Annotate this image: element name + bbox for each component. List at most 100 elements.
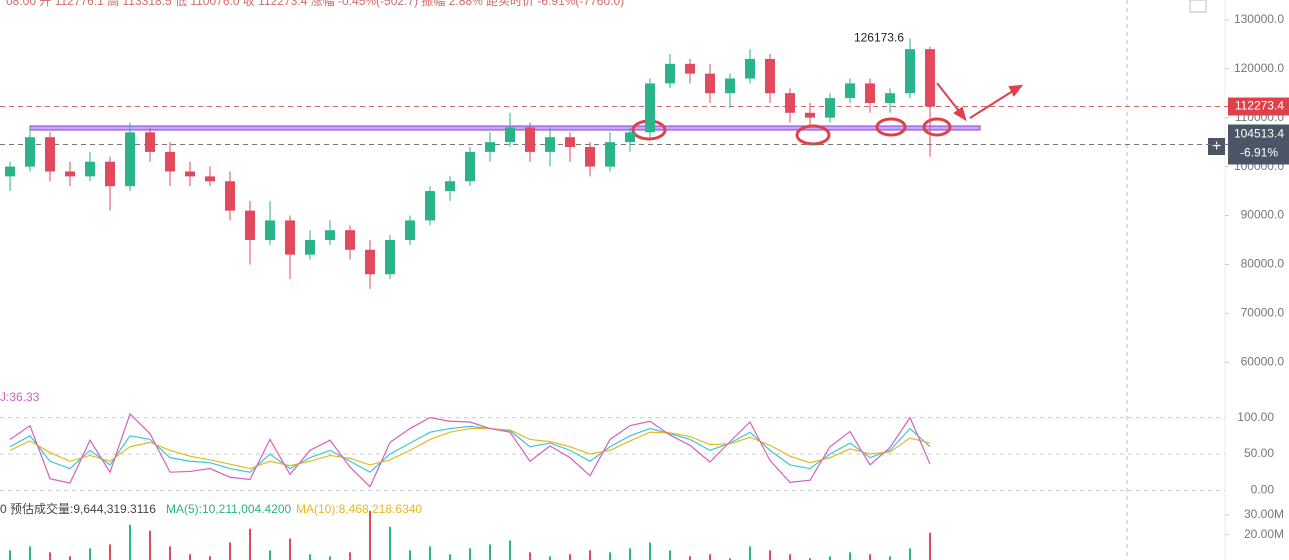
candle-body [805, 112, 815, 118]
volume-bar [329, 556, 331, 560]
volume-bar [249, 528, 251, 560]
volume-bar [469, 548, 471, 560]
volume-bar [769, 550, 771, 560]
candle-body [85, 161, 95, 177]
candle-body [865, 83, 875, 103]
candle-body [665, 63, 675, 84]
candle-body [445, 181, 455, 192]
kdj-line [9, 412, 931, 488]
volume-tick-label: 20.00M [1244, 527, 1284, 541]
candle-body [725, 78, 735, 94]
volume-bar [349, 552, 351, 560]
volume-bar [409, 550, 411, 560]
volume-bar [209, 556, 211, 560]
candle-body [545, 137, 555, 152]
volume-bar [449, 554, 451, 560]
volume-bar [789, 554, 791, 560]
volume-bar [289, 538, 291, 560]
volume-label: 0 预估成交量:9,644,319.3116 [0, 501, 156, 516]
candle-body [205, 176, 215, 182]
volume-bar [149, 530, 151, 560]
candle-body [625, 132, 635, 143]
volume-bar [909, 548, 911, 560]
ma5-label: MA(5):10,211,004.4200 [166, 502, 292, 516]
candle-body [685, 63, 695, 74]
volume-bar [809, 558, 811, 560]
candle-body [225, 181, 235, 211]
high-label: 126173.6 [854, 31, 904, 45]
y-tick-label: 120000.0 [1234, 61, 1284, 75]
ohlc-info: 08:00 开 112776.1 高 113318.5 低 110076.0 收… [6, 0, 624, 8]
volume-bar [29, 546, 31, 560]
kdj-line [9, 425, 931, 473]
volume-bar [189, 554, 191, 560]
candle-body [45, 137, 55, 172]
candle-body [525, 127, 535, 152]
candle-body [125, 132, 135, 187]
candle-body [165, 151, 175, 172]
annotations [631, 117, 952, 146]
y-tick-label: 70000.0 [1241, 306, 1285, 320]
volume-bar [609, 552, 611, 560]
volume-tick-label: 30.00M [1244, 507, 1284, 521]
ref-price-label: 104513.4 [1234, 127, 1284, 141]
volume-bar [689, 556, 691, 560]
kdj-tick-label: 100.00 [1237, 410, 1274, 424]
volume-bar [429, 546, 431, 560]
candle-body [285, 220, 295, 255]
volume-bar [109, 544, 111, 560]
candle-body [405, 220, 415, 240]
y-tick-label: 80000.0 [1241, 257, 1285, 271]
y-tick-label: 130000.0 [1234, 12, 1284, 26]
kdj-tick-label: 50.00 [1244, 446, 1274, 460]
volume-bar [69, 556, 71, 560]
volume-bar [929, 532, 931, 560]
volume-bar [9, 550, 11, 560]
volume-bar [389, 526, 391, 560]
volume-bar [529, 552, 531, 560]
kdj-line [9, 427, 931, 470]
add-button[interactable] [1208, 138, 1225, 155]
candle-body [905, 49, 915, 94]
volume-bar [309, 554, 311, 560]
volume-bar [669, 550, 671, 560]
candle-body [825, 98, 835, 118]
candle-body [265, 220, 275, 240]
candle-body [705, 73, 715, 94]
candle-body [245, 210, 255, 240]
volume-bar [89, 548, 91, 560]
candle-body [485, 142, 495, 152]
volume-bar [849, 552, 851, 560]
candle-body [25, 137, 35, 167]
volume-bar [889, 556, 891, 560]
candle-body [785, 93, 795, 113]
candle-body [605, 142, 615, 167]
volume-bar [749, 546, 751, 560]
candle-body [65, 171, 75, 177]
candle-body [145, 132, 155, 152]
ma10-label: MA(10):8,468,218.6340 [296, 502, 422, 516]
last-price-label: 112273.4 [1235, 99, 1284, 113]
volume-bar [829, 556, 831, 560]
candle-body [105, 161, 115, 187]
candle-body [765, 58, 775, 94]
volume-bar [489, 544, 491, 560]
volume-bar [729, 558, 731, 560]
y-tick-label: 90000.0 [1241, 208, 1285, 222]
toolbar-icon[interactable] [1189, 0, 1207, 13]
candle-body [185, 171, 195, 177]
candle-body [365, 249, 375, 275]
candle-body [925, 49, 935, 107]
arrows [936, 82, 1024, 122]
candle-body [505, 127, 515, 143]
candle-body [425, 191, 435, 221]
volume-bar [869, 554, 871, 560]
volume-bar [129, 524, 131, 560]
candle-body [845, 83, 855, 99]
last-price-tag [1228, 97, 1289, 116]
candle-body [565, 137, 575, 148]
volume-bar [49, 552, 51, 560]
volume-bar [549, 556, 551, 560]
volume-bar [649, 542, 651, 560]
